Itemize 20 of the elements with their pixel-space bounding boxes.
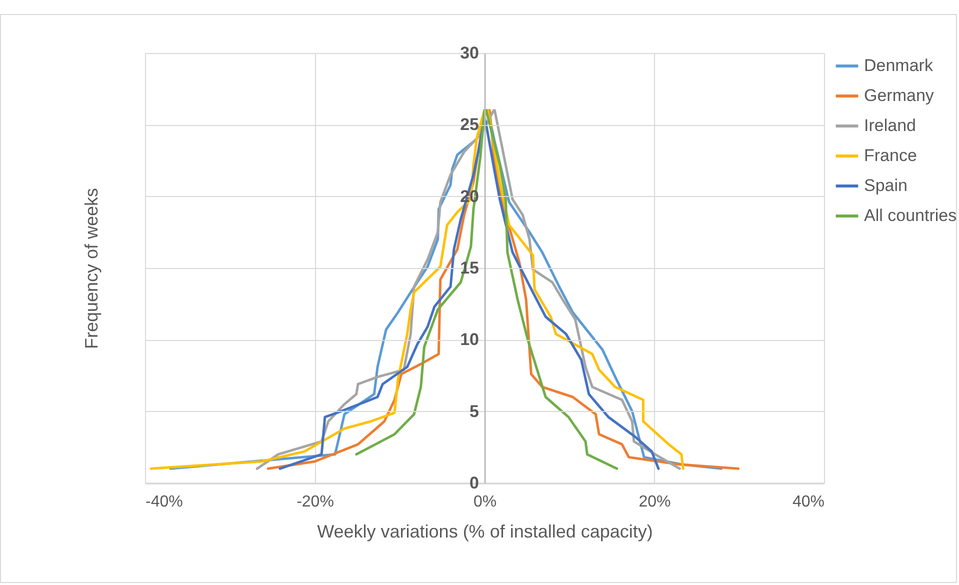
- line-series: [355, 109, 618, 470]
- x-tick-label: -20%: [296, 494, 334, 510]
- x-tick-label: 40%: [792, 494, 824, 510]
- legend-label: Germany: [864, 86, 934, 105]
- x-tick-label: 0%: [473, 494, 497, 510]
- y-tick-label: 30: [460, 44, 479, 62]
- legend-label: France: [864, 146, 917, 165]
- y-axis-title: Frequency of weeks: [82, 188, 102, 350]
- x-tick-label: -40%: [146, 494, 183, 510]
- y-tick-label: 10: [460, 330, 479, 350]
- y-tick-label: 5: [470, 402, 479, 421]
- legend-label: Denmark: [864, 56, 934, 75]
- legend-label: All countries: [864, 206, 957, 225]
- legend-label: Ireland: [864, 116, 916, 135]
- x-axis-title: Weekly variations (% of installed capacity): [317, 522, 653, 542]
- y-tick-label: 0: [470, 474, 479, 492]
- x-tick-label: 20%: [638, 494, 671, 510]
- y-tick-label: 25: [460, 115, 479, 134]
- y-tick-label: 15: [460, 258, 479, 278]
- legend-label: Spain: [864, 176, 908, 195]
